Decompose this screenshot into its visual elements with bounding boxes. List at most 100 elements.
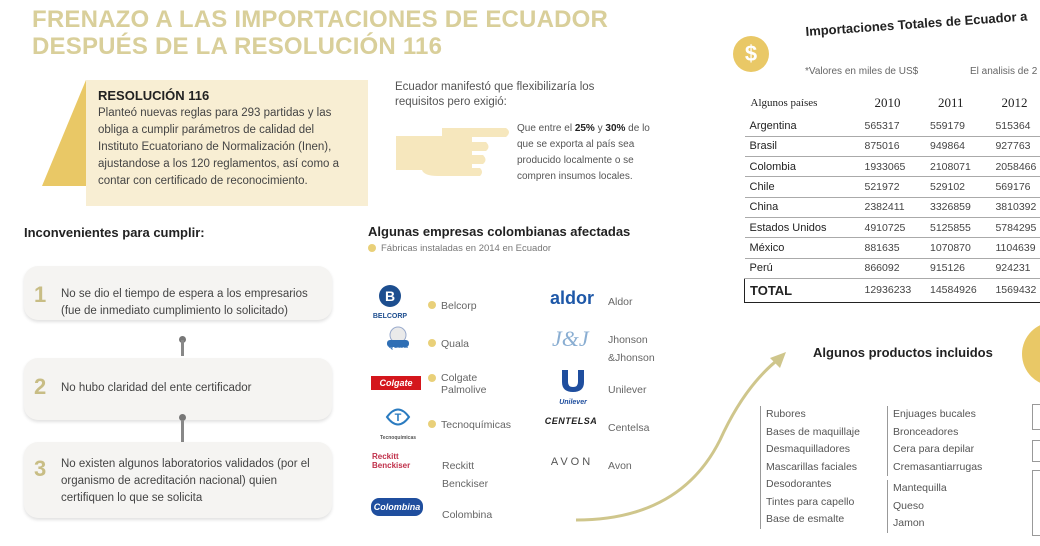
country-cell: Perú (744, 258, 865, 279)
value-cell: 529102 (929, 176, 996, 198)
table-row: Argentina 565317 559179 515364 (744, 116, 1040, 137)
value-cell: 875016 (864, 136, 930, 158)
productos-list-4-edge (1032, 404, 1040, 430)
header-2012: 2012 (1001, 95, 1028, 110)
total-2010: 12936233 (864, 277, 930, 303)
value-cell: 1933065 (864, 156, 930, 178)
value-cell: 927763 (995, 136, 1040, 158)
country-cell: Colombia (744, 156, 865, 178)
company-colgate: Colgate Palmolive (428, 372, 508, 398)
value-cell: 2108071 (929, 156, 996, 178)
product-item: Mantequilla (893, 482, 947, 494)
total-2011: 14584926 (929, 277, 996, 303)
curved-arrow-icon (575, 352, 786, 522)
reckitt-logo: Reckitt Benckiser (372, 452, 411, 470)
productos-list-6-edge (1032, 470, 1040, 536)
value-cell: 949864 (929, 136, 996, 158)
company-name: Belcorp (441, 300, 477, 312)
avon-logo: AVON (550, 456, 594, 468)
value-cell: 559179 (929, 116, 996, 137)
product-item: Bases de maquillaje (766, 425, 860, 438)
step-number: 1 (34, 282, 47, 307)
aldor-logo: aldor (549, 288, 594, 308)
page-title: FRENAZO A LAS IMPORTACIONES DE ECUADOR D… (32, 6, 672, 60)
productos-list-3: Mantequilla Queso Jamon (887, 480, 947, 533)
empresas-subtitle: Fábricas instaladas en 2014 en Ecuador (368, 243, 551, 254)
product-item: Enjuages bucales (893, 408, 976, 420)
value-cell: 866092 (864, 258, 930, 279)
company-name: Colombina (442, 509, 493, 521)
cond-text-post: de lo que se exporta al país sea produci… (517, 123, 650, 182)
cond-pct-1: 25% (574, 123, 595, 134)
country-cell: Argentina (744, 116, 865, 137)
total-2012: 1569432 (995, 277, 1040, 303)
tecnoquimicas-logo: T Tecnoquímicas (376, 404, 420, 441)
value-cell: 565317 (864, 116, 930, 137)
productos-heading: Algunos productos incluidos (813, 345, 993, 360)
value-cell: 924231 (995, 258, 1040, 279)
title-line-1: FRENAZO A LAS IMPORTACIONES DE ECUADOR (32, 6, 609, 33)
country-cell: Chile (744, 176, 865, 198)
company-reckitt: Reckitt Benckiser (442, 456, 506, 492)
product-item: Desmaquilladores (766, 443, 851, 455)
company-name: Aldor (608, 296, 633, 308)
header-countries: Algunos países (750, 97, 818, 109)
value-cell: 521972 (864, 176, 930, 198)
table-row: China 2382411 3326859 3810392 (744, 197, 1040, 218)
table-row: Perú 866092 915126 924231 (744, 258, 1040, 279)
value-cell: 569176 (995, 176, 1040, 198)
company-name: Unilever (608, 384, 647, 396)
company-name: Centelsa (608, 422, 650, 434)
country-cell: Estados Unidos (744, 217, 865, 239)
country-cell: Brasil (744, 136, 865, 158)
title-line-2: DESPUÉS DE LA RESOLUCIÓN 116 (32, 33, 443, 60)
company-centelsa: Centelsa (608, 418, 649, 436)
inconvenientes-heading: Inconvenientes para cumplir: (24, 225, 205, 240)
tecnoquimicas-icon: T (385, 408, 411, 426)
step-text: No existen algunos laboratorios validado… (61, 458, 310, 504)
quala-icon (387, 326, 409, 347)
inconveniente-item-2: 2 No hubo claridad del ente certificador (24, 358, 332, 420)
value-cell: 1104639 (995, 237, 1040, 259)
resolution-box: RESOLUCIÓN 116 Planteó nuevas reglas par… (86, 80, 368, 206)
table-row: Chile 521972 529102 569176 (744, 176, 1040, 198)
company-name: Reckitt Benckiser (442, 460, 489, 490)
empresas-subtitle-text: Fábricas instaladas en 2014 en Ecuador (381, 243, 552, 254)
company-colombina: Colombina (442, 505, 492, 523)
connector-dot (179, 414, 186, 421)
resolution-body: Planteó nuevas reglas para 293 partidas … (98, 107, 340, 187)
table-row: Estados Unidos 4910725 5125855 5784295 (744, 217, 1040, 239)
company-name: Tecnoquímicas (441, 419, 512, 431)
unilever-logo-text: Unilever (559, 399, 587, 406)
header-2010: 2010 (874, 95, 901, 110)
company-name: Quala (441, 338, 470, 350)
svg-text:B: B (385, 288, 395, 304)
tecnoquimicas-logo-text: Tecnoquímicas (379, 435, 417, 441)
productos-list-1: Rubores Bases de maquillaje Desmaquillador… (760, 406, 860, 529)
product-item: Base de esmalte (766, 513, 845, 525)
step-text: No se dio el tiempo de espera a los empr… (61, 288, 308, 317)
dollar-coin-icon: $ (733, 36, 769, 72)
product-item: Tintes para capello (766, 495, 855, 508)
belcorp-logo-text: BELCORP (372, 313, 408, 320)
importaciones-note: *Valores en miles de US$ (805, 66, 919, 77)
centelsa-logo: CENTELSA (544, 416, 598, 426)
belcorp-icon: B (379, 285, 401, 307)
step-number: 2 (34, 374, 47, 399)
importaciones-note-2: El analisis de 2 (970, 66, 1038, 77)
company-name: Colgate Palmolive (441, 372, 487, 396)
product-item: Cera para depilar (893, 443, 975, 455)
unilever-icon (562, 370, 584, 392)
importaciones-table: Algunos países 2010 2011 2012 Argentina 5… (744, 90, 1040, 303)
table-header-row: Algunos países 2010 2011 2012 (745, 90, 1040, 116)
company-avon: Avon (608, 456, 632, 474)
company-tecnoquimicas: Tecnoquímicas (428, 415, 511, 433)
product-item: Queso (893, 499, 924, 512)
inconveniente-item-1: 1 No se dio el tiempo de espera a los em… (24, 266, 332, 320)
jnj-logo: J&J (552, 326, 589, 351)
step-number: 3 (34, 456, 47, 481)
product-item: Mascarillas faciales (766, 460, 858, 473)
empresas-heading: Algunas empresas colombianas afectadas (368, 224, 631, 239)
value-cell: 1070870 (929, 237, 996, 259)
table-row: Colombia 1933065 2108071 2058466 (744, 156, 1040, 178)
